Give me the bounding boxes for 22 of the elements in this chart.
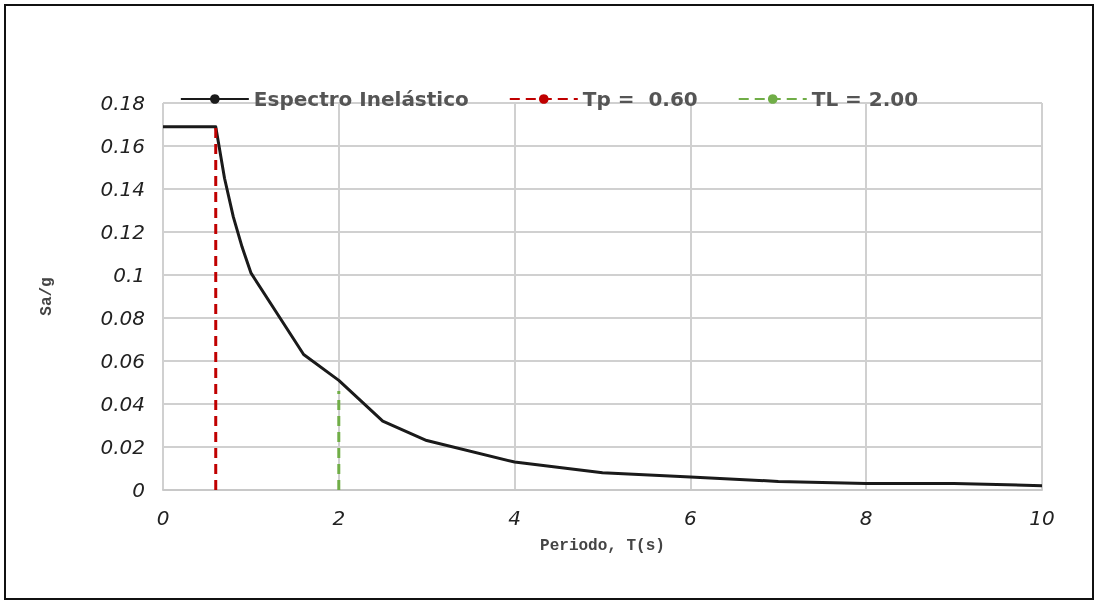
x-tick-label: 10 [1029, 506, 1055, 530]
x-tick-label: 6 [684, 506, 697, 530]
y-tick-label: 0.06 [100, 349, 145, 373]
y-tick-label: 0.18 [100, 91, 145, 115]
y-tick-label: 0.12 [100, 220, 145, 244]
y-tick-label: 0.16 [100, 134, 145, 158]
x-tick-label: 0 [156, 506, 170, 530]
y-tick-label: 0.08 [100, 306, 145, 330]
legend-label: TL = 2.00 [811, 87, 919, 111]
legend-label: Espectro Inelástico [253, 87, 469, 111]
x-tick-label: 8 [859, 506, 873, 530]
y-tick-label: 0.02 [100, 435, 145, 459]
y-tick-label: 0 [132, 478, 145, 502]
x-axis-title: Periodo, T(s) [540, 537, 665, 555]
x-tick-label: 2 [332, 506, 346, 530]
x-tick-label: 4 [508, 506, 521, 530]
y-tick-label: 0.1 [113, 263, 145, 287]
y-tick-label: 0.14 [100, 177, 145, 201]
line-series [161, 125, 1044, 488]
legend-label: Tp = 0.60 [582, 87, 698, 111]
y-tick-label: 0.04 [100, 392, 145, 416]
y-axis-title: Sa/g [38, 277, 56, 316]
